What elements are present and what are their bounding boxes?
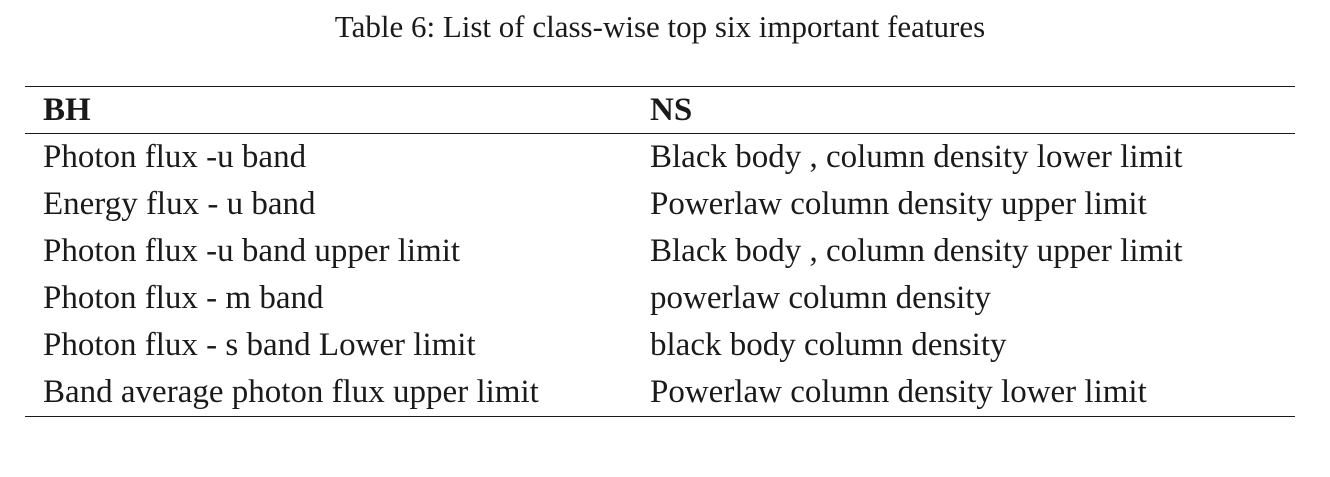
table-header: BH NS xyxy=(25,86,1295,134)
table-row: Energy flux - u band Powerlaw column den… xyxy=(25,181,1295,228)
table-row: Photon flux - m band powerlaw column den… xyxy=(25,275,1295,322)
ns-feature-cell: Black body , column density upper limit xyxy=(650,233,1183,269)
bh-feature-cell: Band average photon flux upper limit xyxy=(43,374,539,410)
table-row: Photon flux -u band upper limit Black bo… xyxy=(25,228,1295,275)
table-row: Photon flux -u band Black body , column … xyxy=(25,134,1295,182)
bh-feature-cell: Photon flux -u band xyxy=(43,139,307,175)
features-table-container: BH NS Photon flux -u band Black body , c… xyxy=(25,86,1295,417)
table-row: Band average photon flux upper limit Pow… xyxy=(25,369,1295,417)
table-row: Photon flux - s band Lower limit black b… xyxy=(25,322,1295,369)
bh-feature-cell: Photon flux - m band xyxy=(43,280,324,316)
bh-feature-cell: Photon flux -u band upper limit xyxy=(43,233,461,269)
column-header-bh: BH xyxy=(43,91,91,128)
bh-feature-cell: Photon flux - s band Lower limit xyxy=(43,327,476,363)
table-caption: Table 6: List of class-wise top six impo… xyxy=(334,9,986,44)
ns-feature-cell: Black body , column density lower limit xyxy=(650,139,1183,175)
table-body: Photon flux -u band Black body , column … xyxy=(25,134,1295,417)
ns-feature-cell: powerlaw column density xyxy=(650,280,991,316)
ns-feature-cell: Powerlaw column density upper limit xyxy=(650,186,1147,222)
header-row: BH NS xyxy=(25,86,1295,134)
column-header-ns: NS xyxy=(650,91,693,128)
ns-feature-cell: Powerlaw column density lower limit xyxy=(650,374,1147,410)
bh-feature-cell: Energy flux - u band xyxy=(43,186,316,222)
features-table: BH NS Photon flux -u band Black body , c… xyxy=(25,86,1295,417)
ns-feature-cell: black body column density xyxy=(650,327,1007,363)
